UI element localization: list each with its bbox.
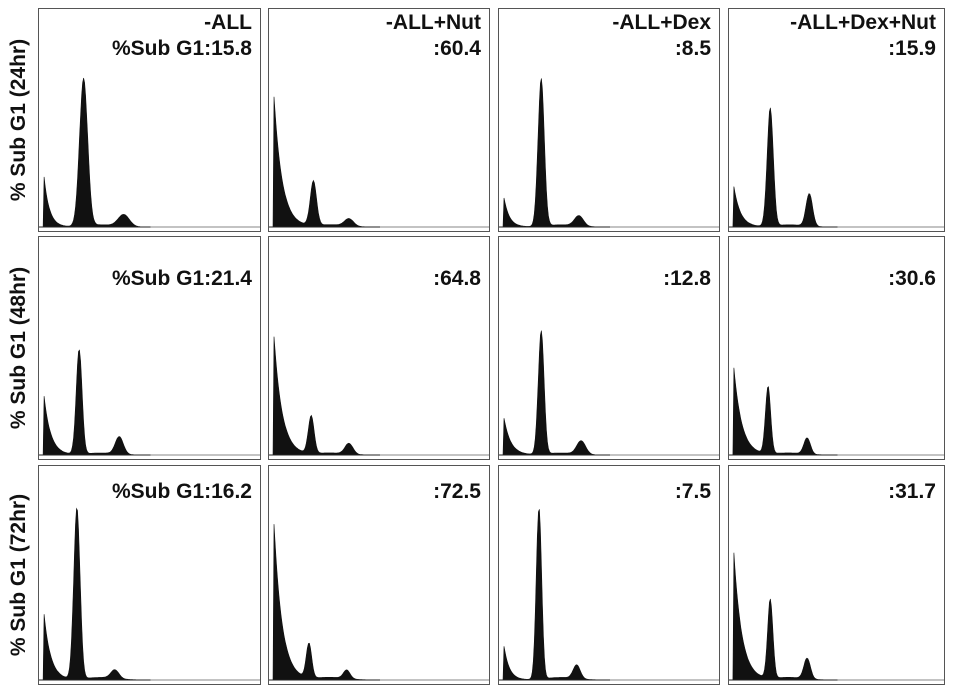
histogram-svg [729,552,944,681]
histogram-svg [269,524,489,681]
histogram-area [269,336,489,456]
sub-g1-value: %Sub G1:15.8 [111,37,252,60]
histogram-panel-r0-c3: -ALL+Dex+Nut :15.9 [728,8,945,232]
sub-g1-value: :31.7 [888,480,936,503]
sub-g1-value: :15.9 [888,37,936,60]
sub-g1-value: %Sub G1:16.2 [111,480,252,503]
row-label-0: % Sub G1 (24hr) [0,8,38,232]
histogram-panel-r1-c0: %Sub G1:21.4 [38,236,261,460]
row-label-text: % Sub G1 (48hr) [7,266,30,430]
histogram-svg [499,78,719,228]
histogram-area [269,96,489,228]
sub-g1-value: :30.6 [888,267,936,290]
histogram-panel-r0-c0: -ALL %Sub G1:15.8 [38,8,261,232]
histogram-svg [499,509,719,681]
column-title: -ALL [204,11,252,34]
histogram-area [39,507,260,681]
histogram-panel-r1-c2: :12.8 [498,236,720,460]
sub-g1-value: :12.8 [663,267,711,290]
histogram-svg [269,336,489,456]
histogram-svg [269,96,489,228]
row-label-text: % Sub G1 (24hr) [7,38,30,202]
histogram-svg [39,77,260,228]
histogram-area [729,367,944,456]
sub-g1-value: :64.8 [433,267,481,290]
histogram-svg [729,107,944,228]
sub-g1-value: :72.5 [433,480,481,503]
histogram-area [499,509,719,681]
column-title: -ALL+Dex [612,11,711,34]
sub-g1-value: %Sub G1:21.4 [111,267,252,290]
histogram-area [729,107,944,228]
column-title: -ALL+Dex+Nut [790,11,936,34]
histogram-panel-r2-c2: :7.5 [498,465,720,685]
histogram-svg [39,507,260,681]
sub-g1-value: :8.5 [674,37,711,60]
histogram-area [269,524,489,681]
histogram-panel-r0-c1: -ALL+Nut :60.4 [268,8,490,232]
histogram-panel-r1-c1: :64.8 [268,236,490,460]
sub-g1-value: :60.4 [433,37,481,60]
histogram-area [39,349,260,456]
sub-g1-value: :7.5 [674,480,711,503]
row-label-text: % Sub G1 (72hr) [7,493,30,657]
histogram-svg [499,330,719,456]
histogram-panel-r1-c3: :30.6 [728,236,945,460]
histogram-area [39,77,260,228]
histogram-area [499,330,719,456]
histogram-svg [39,349,260,456]
histogram-panel-r2-c3: :31.7 [728,465,945,685]
row-label-1: % Sub G1 (48hr) [0,236,38,460]
histogram-panel-r0-c2: -ALL+Dex :8.5 [498,8,720,232]
column-title: -ALL+Nut [385,11,481,34]
histogram-svg [729,367,944,456]
row-label-2: % Sub G1 (72hr) [0,465,38,685]
histogram-area [499,78,719,228]
histogram-panel-r2-c1: :72.5 [268,465,490,685]
histogram-panel-r2-c0: %Sub G1:16.2 [38,465,261,685]
histogram-area [729,552,944,681]
